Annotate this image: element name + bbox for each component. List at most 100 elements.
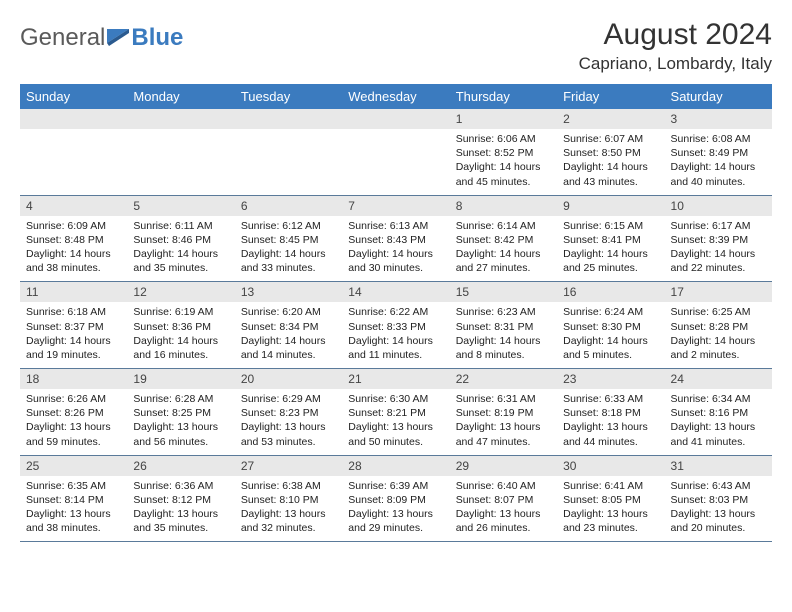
sunrise-text: Sunrise: 6:36 AM: [133, 479, 228, 493]
day-cell: 12Sunrise: 6:19 AMSunset: 8:36 PMDayligh…: [127, 282, 234, 369]
sunrise-text: Sunrise: 6:28 AM: [133, 392, 228, 406]
sunset-text: Sunset: 8:18 PM: [563, 406, 658, 420]
day-number: 27: [235, 456, 342, 476]
sunset-text: Sunset: 8:52 PM: [456, 146, 551, 160]
sunset-text: Sunset: 8:42 PM: [456, 233, 551, 247]
day-details: Sunrise: 6:28 AMSunset: 8:25 PMDaylight:…: [127, 389, 234, 455]
sunrise-text: Sunrise: 6:35 AM: [26, 479, 121, 493]
sunrise-text: Sunrise: 6:18 AM: [26, 305, 121, 319]
day-cell: 16Sunrise: 6:24 AMSunset: 8:30 PMDayligh…: [557, 282, 664, 369]
day-cell: 11Sunrise: 6:18 AMSunset: 8:37 PMDayligh…: [20, 282, 127, 369]
sunset-text: Sunset: 8:28 PM: [671, 320, 766, 334]
day-number: 20: [235, 369, 342, 389]
sunset-text: Sunset: 8:23 PM: [241, 406, 336, 420]
day-cell: 25Sunrise: 6:35 AMSunset: 8:14 PMDayligh…: [20, 455, 127, 542]
daylight-text: Daylight: 14 hours and 19 minutes.: [26, 334, 121, 362]
day-details: Sunrise: 6:29 AMSunset: 8:23 PMDaylight:…: [235, 389, 342, 455]
day-number: 19: [127, 369, 234, 389]
day-details: Sunrise: 6:38 AMSunset: 8:10 PMDaylight:…: [235, 476, 342, 542]
sunrise-text: Sunrise: 6:12 AM: [241, 219, 336, 233]
logo: General Blue: [20, 24, 183, 52]
day-details: Sunrise: 6:39 AMSunset: 8:09 PMDaylight:…: [342, 476, 449, 542]
daylight-text: Daylight: 14 hours and 35 minutes.: [133, 247, 228, 275]
sunrise-text: Sunrise: 6:23 AM: [456, 305, 551, 319]
day-cell: 1Sunrise: 6:06 AMSunset: 8:52 PMDaylight…: [450, 109, 557, 195]
day-cell: 30Sunrise: 6:41 AMSunset: 8:05 PMDayligh…: [557, 455, 664, 542]
day-number: 29: [450, 456, 557, 476]
sunset-text: Sunset: 8:05 PM: [563, 493, 658, 507]
sunrise-text: Sunrise: 6:13 AM: [348, 219, 443, 233]
day-cell: 19Sunrise: 6:28 AMSunset: 8:25 PMDayligh…: [127, 369, 234, 456]
daylight-text: Daylight: 14 hours and 22 minutes.: [671, 247, 766, 275]
day-details: Sunrise: 6:20 AMSunset: 8:34 PMDaylight:…: [235, 302, 342, 368]
sunset-text: Sunset: 8:46 PM: [133, 233, 228, 247]
sunrise-text: Sunrise: 6:24 AM: [563, 305, 658, 319]
dow-sunday: Sunday: [20, 84, 127, 109]
sunset-text: Sunset: 8:50 PM: [563, 146, 658, 160]
sunset-text: Sunset: 8:48 PM: [26, 233, 121, 247]
day-number: 3: [665, 109, 772, 129]
day-number: 9: [557, 196, 664, 216]
day-number: 15: [450, 282, 557, 302]
logo-word1: General: [20, 24, 105, 52]
dow-monday: Monday: [127, 84, 234, 109]
daylight-text: Daylight: 13 hours and 26 minutes.: [456, 507, 551, 535]
sunset-text: Sunset: 8:14 PM: [26, 493, 121, 507]
week-row: 18Sunrise: 6:26 AMSunset: 8:26 PMDayligh…: [20, 369, 772, 456]
daylight-text: Daylight: 13 hours and 41 minutes.: [671, 420, 766, 448]
week-row: 11Sunrise: 6:18 AMSunset: 8:37 PMDayligh…: [20, 282, 772, 369]
sunrise-text: Sunrise: 6:15 AM: [563, 219, 658, 233]
day-cell: 6Sunrise: 6:12 AMSunset: 8:45 PMDaylight…: [235, 195, 342, 282]
day-of-week-row: Sunday Monday Tuesday Wednesday Thursday…: [20, 84, 772, 109]
week-row: 4Sunrise: 6:09 AMSunset: 8:48 PMDaylight…: [20, 195, 772, 282]
sunrise-text: Sunrise: 6:25 AM: [671, 305, 766, 319]
daylight-text: Daylight: 13 hours and 47 minutes.: [456, 420, 551, 448]
day-details: Sunrise: 6:23 AMSunset: 8:31 PMDaylight:…: [450, 302, 557, 368]
sunset-text: Sunset: 8:43 PM: [348, 233, 443, 247]
day-number: 14: [342, 282, 449, 302]
day-details: Sunrise: 6:24 AMSunset: 8:30 PMDaylight:…: [557, 302, 664, 368]
day-details: Sunrise: 6:22 AMSunset: 8:33 PMDaylight:…: [342, 302, 449, 368]
day-number: 24: [665, 369, 772, 389]
day-details: Sunrise: 6:17 AMSunset: 8:39 PMDaylight:…: [665, 216, 772, 282]
sunset-text: Sunset: 8:09 PM: [348, 493, 443, 507]
day-cell: 9Sunrise: 6:15 AMSunset: 8:41 PMDaylight…: [557, 195, 664, 282]
dow-friday: Friday: [557, 84, 664, 109]
sunset-text: Sunset: 8:41 PM: [563, 233, 658, 247]
daylight-text: Daylight: 13 hours and 32 minutes.: [241, 507, 336, 535]
day-number: 28: [342, 456, 449, 476]
sunset-text: Sunset: 8:12 PM: [133, 493, 228, 507]
day-cell: 5Sunrise: 6:11 AMSunset: 8:46 PMDaylight…: [127, 195, 234, 282]
day-details: Sunrise: 6:18 AMSunset: 8:37 PMDaylight:…: [20, 302, 127, 368]
daylight-text: Daylight: 13 hours and 56 minutes.: [133, 420, 228, 448]
daylight-text: Daylight: 14 hours and 8 minutes.: [456, 334, 551, 362]
day-cell: 2Sunrise: 6:07 AMSunset: 8:50 PMDaylight…: [557, 109, 664, 195]
daylight-text: Daylight: 13 hours and 20 minutes.: [671, 507, 766, 535]
day-cell: 14Sunrise: 6:22 AMSunset: 8:33 PMDayligh…: [342, 282, 449, 369]
day-number: 26: [127, 456, 234, 476]
day-cell: 23Sunrise: 6:33 AMSunset: 8:18 PMDayligh…: [557, 369, 664, 456]
day-number: 12: [127, 282, 234, 302]
day-number: 10: [665, 196, 772, 216]
day-details: Sunrise: 6:19 AMSunset: 8:36 PMDaylight:…: [127, 302, 234, 368]
day-cell: 13Sunrise: 6:20 AMSunset: 8:34 PMDayligh…: [235, 282, 342, 369]
sunrise-text: Sunrise: 6:08 AM: [671, 132, 766, 146]
day-cell: 22Sunrise: 6:31 AMSunset: 8:19 PMDayligh…: [450, 369, 557, 456]
day-number: [127, 109, 234, 129]
daylight-text: Daylight: 13 hours and 38 minutes.: [26, 507, 121, 535]
sunset-text: Sunset: 8:30 PM: [563, 320, 658, 334]
day-number: 7: [342, 196, 449, 216]
day-cell: 7Sunrise: 6:13 AMSunset: 8:43 PMDaylight…: [342, 195, 449, 282]
day-cell: [127, 109, 234, 195]
sunset-text: Sunset: 8:39 PM: [671, 233, 766, 247]
day-cell: 4Sunrise: 6:09 AMSunset: 8:48 PMDaylight…: [20, 195, 127, 282]
dow-wednesday: Wednesday: [342, 84, 449, 109]
day-number: [342, 109, 449, 129]
daylight-text: Daylight: 13 hours and 59 minutes.: [26, 420, 121, 448]
day-cell: 27Sunrise: 6:38 AMSunset: 8:10 PMDayligh…: [235, 455, 342, 542]
day-details: Sunrise: 6:31 AMSunset: 8:19 PMDaylight:…: [450, 389, 557, 455]
day-cell: 28Sunrise: 6:39 AMSunset: 8:09 PMDayligh…: [342, 455, 449, 542]
sunrise-text: Sunrise: 6:31 AM: [456, 392, 551, 406]
sunrise-text: Sunrise: 6:39 AM: [348, 479, 443, 493]
daylight-text: Daylight: 14 hours and 16 minutes.: [133, 334, 228, 362]
